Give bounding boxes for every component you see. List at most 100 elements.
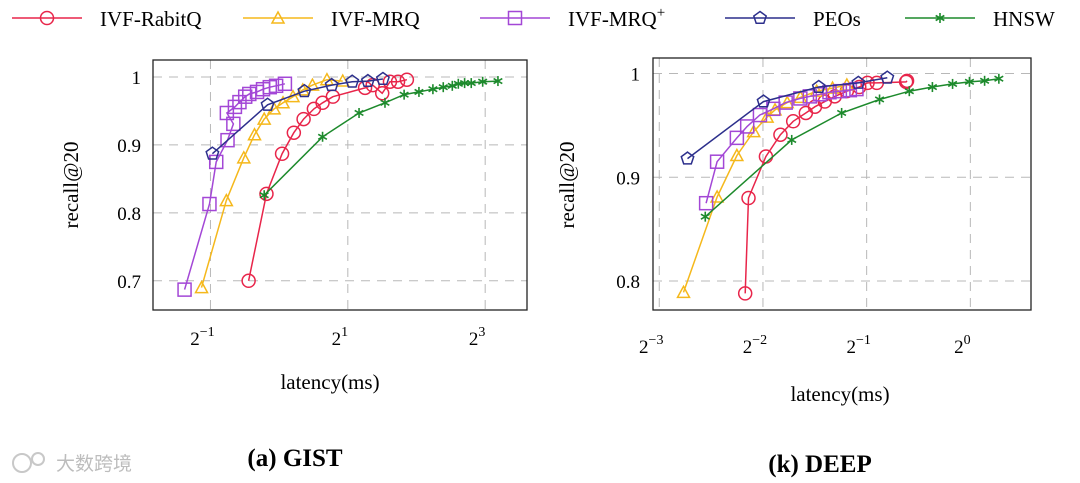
star-stroke (477, 78, 488, 85)
data-point (360, 73, 375, 88)
y-tick-label: 1 (631, 65, 641, 86)
data-point (205, 146, 220, 160)
data-point (785, 114, 801, 129)
data-point (324, 77, 339, 92)
series-line (705, 88, 857, 204)
series-hnsw (700, 73, 1004, 222)
data-point (297, 83, 312, 98)
data-point (737, 286, 753, 301)
star-stroke (428, 86, 438, 93)
data-point (851, 75, 866, 89)
legend-label: HNSW (993, 7, 1055, 31)
legend-item-hnsw: HNSW (905, 7, 1055, 31)
chart-agist: 2−1 21 23 0.7 0.8 0.9 1 latency(ms) recall@20 (a)… (59, 59, 528, 472)
x-tick-exponent: −1 (856, 333, 871, 348)
x-tick-label: 20 (954, 333, 971, 358)
x-axis-label: latency(ms) (790, 382, 889, 406)
star-stroke (466, 79, 476, 87)
data-point (786, 134, 797, 145)
data-point (741, 190, 756, 206)
data-point (700, 211, 710, 222)
y-tick-label: 0.8 (616, 272, 640, 293)
data-point (773, 127, 788, 142)
data-point (260, 97, 275, 111)
y-axis-label: recall@20 (555, 142, 579, 229)
data-point (236, 150, 252, 164)
star-stroke (700, 213, 710, 220)
y-tick-label: 0.9 (616, 168, 640, 189)
x-tick-exponent: −2 (752, 333, 767, 348)
data-point (227, 99, 243, 115)
data-point (979, 75, 990, 86)
watermark-logo-icon (12, 453, 32, 473)
data-point (256, 111, 272, 125)
y-tick-label: 0.8 (117, 204, 141, 225)
x-tick-label: 2−2 (743, 333, 767, 358)
data-point (345, 74, 360, 88)
data-point (194, 280, 209, 294)
star-stroke (927, 83, 938, 91)
data-point (277, 76, 293, 92)
data-point (399, 89, 409, 100)
star-stroke (380, 99, 390, 106)
plot-frame (152, 59, 528, 311)
data-point (836, 107, 847, 118)
series-ivf-mrq-plus (177, 76, 293, 297)
data-point (414, 86, 424, 97)
watermark-text: 大数跨境 (56, 453, 132, 475)
data-point (438, 82, 448, 93)
star-stroke (786, 136, 797, 144)
watermark: 大数跨境 (12, 452, 132, 475)
data-point (709, 154, 725, 169)
data-point (811, 79, 826, 94)
data-point (295, 82, 311, 96)
data-point (729, 130, 745, 146)
data-point (259, 186, 274, 202)
data-point (676, 284, 691, 299)
star-stroke (354, 109, 364, 117)
star-stroke (904, 87, 915, 95)
data-point (899, 73, 915, 89)
star-stroke (947, 80, 958, 88)
legend-triangle-icon (270, 10, 286, 24)
star-stroke (935, 14, 945, 22)
data-point (852, 79, 867, 95)
series-line (704, 77, 1000, 218)
data-point (904, 86, 915, 97)
star-stroke (493, 77, 503, 85)
x-axis-label: latency(ms) (280, 370, 379, 394)
series-peos (205, 71, 390, 160)
legend-item-ivfmrq-plus: IVF-MRQ+ (480, 5, 665, 31)
data-point (729, 147, 745, 162)
x-tick-label: 21 (332, 325, 349, 350)
x-tick-exponent: −3 (649, 333, 664, 348)
star-stroke (964, 78, 975, 86)
data-point (466, 78, 476, 89)
x-tick-label: 2−1 (190, 325, 214, 350)
star-stroke (994, 75, 1004, 82)
data-point (779, 95, 795, 109)
data-point (812, 87, 828, 102)
series-peos (680, 70, 895, 165)
series-hnsw (259, 76, 503, 201)
data-point (208, 154, 224, 170)
data-point (382, 74, 398, 89)
legend-label: IVF-MRQ+ (568, 5, 665, 31)
star-stroke (414, 88, 424, 96)
legend-label: IVF-RabitQ (100, 7, 202, 31)
x-tick-exponent: 0 (964, 333, 971, 348)
data-point (680, 151, 695, 165)
legend-item-peos: PEOs (725, 7, 861, 31)
data-point (390, 74, 406, 89)
data-point (947, 78, 958, 89)
data-point (746, 124, 761, 138)
legend-item-ivfrabitq: IVF-RabitQ (12, 7, 202, 31)
data-point (698, 195, 714, 211)
series-ivf-mrq (676, 77, 855, 299)
star-stroke (317, 133, 328, 140)
data-point (317, 131, 328, 142)
data-point (241, 273, 256, 289)
x-tick-label: 23 (469, 325, 486, 350)
data-point (994, 73, 1004, 84)
